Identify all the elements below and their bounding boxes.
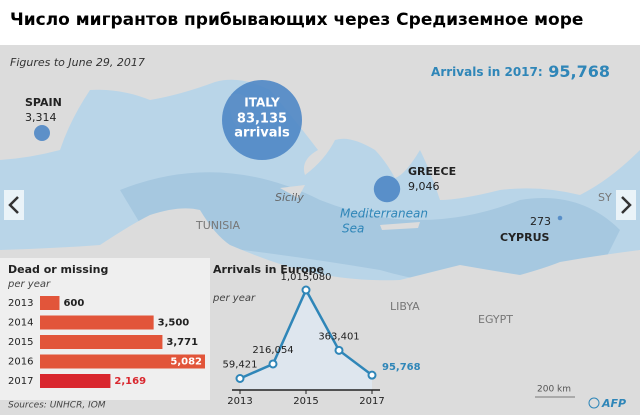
- total-label: Arrivals in 2017:: [431, 65, 543, 79]
- arrivals-label: 83,135: [237, 112, 287, 127]
- credit: AFP: [601, 397, 626, 410]
- chart-subtitle: per year: [212, 293, 256, 304]
- country-label: TUNISIA: [195, 219, 240, 232]
- page-title: Число мигрантов прибывающих через Средиз…: [10, 10, 583, 30]
- country-label: LIBYA: [390, 300, 420, 313]
- europe-land: [0, 45, 640, 200]
- arrivals-bubble: [373, 175, 401, 203]
- point: [367, 370, 377, 380]
- sea-label: Sicily: [275, 191, 304, 204]
- value-label: 5,082: [170, 357, 202, 368]
- value-label: 363,401: [318, 331, 359, 342]
- value-label: 59,421: [223, 359, 258, 370]
- arrivals-unit: arrivals: [234, 126, 290, 141]
- value-label: 600: [63, 298, 84, 309]
- prev-button[interactable]: [4, 190, 24, 220]
- arrivals-label: 3,314: [25, 111, 57, 124]
- sicily-land: [280, 185, 305, 198]
- deep-sea: [120, 172, 620, 285]
- prev-bg[interactable]: [4, 190, 24, 220]
- country-label: SY: [598, 191, 612, 204]
- chart-subtitle: per year: [7, 279, 51, 290]
- arrivals-bubble: [34, 125, 50, 141]
- bar: [40, 354, 205, 369]
- value-label: 3,771: [166, 337, 198, 348]
- value-label: 2,169: [114, 376, 146, 387]
- credit-logo: [588, 397, 600, 409]
- point: [268, 359, 278, 369]
- sea-label: Sea: [342, 222, 364, 236]
- note: Figures to June 29, 2017: [10, 56, 145, 69]
- prev-arrow[interactable]: [8, 196, 19, 214]
- y-tick-label: 2016: [8, 357, 33, 368]
- next-button[interactable]: [616, 190, 636, 220]
- scale-label: 200 km: [537, 385, 571, 395]
- country-name: ITALY: [244, 96, 280, 110]
- chart-title: Arrivals in Europe: [213, 263, 324, 276]
- sea-label: Mediterranean: [340, 207, 428, 221]
- x-tick-label: 2015: [293, 396, 318, 407]
- value-label: 216,054: [252, 345, 293, 356]
- value-label: 1,015,080: [281, 272, 332, 283]
- point: [334, 345, 344, 355]
- y-tick-label: 2015: [8, 337, 33, 348]
- country-name: GREECE: [408, 165, 456, 178]
- value-label: 3,500: [158, 318, 190, 329]
- y-tick-label: 2013: [8, 298, 33, 309]
- crete: [380, 222, 420, 230]
- country-name: SPAIN: [25, 96, 62, 109]
- header: [0, 0, 640, 45]
- y-tick-label: 2017: [8, 376, 33, 387]
- bar: [40, 315, 154, 330]
- arrivals-bubble: [222, 80, 302, 160]
- x-tick-label: 2017: [359, 396, 384, 407]
- point: [301, 285, 311, 295]
- y-tick-label: 2014: [8, 318, 33, 329]
- country-name: CYPRUS: [500, 231, 550, 244]
- country-label: EGYPT: [478, 313, 513, 326]
- x-tick-label: 2013: [227, 396, 252, 407]
- bar: [40, 374, 111, 388]
- arrivals-label: 273: [530, 215, 551, 228]
- total-value: 95,768: [548, 62, 610, 81]
- arrivals-label: 9,046: [408, 180, 440, 193]
- value-label: 95,768: [382, 362, 421, 373]
- sources: Sources: UNHCR, IOM: [8, 401, 106, 411]
- bar: [40, 335, 163, 349]
- chart-title: Dead or missing: [8, 263, 108, 276]
- next-bg[interactable]: [616, 190, 636, 220]
- arrivals-bubble: [557, 215, 563, 221]
- bar: [40, 296, 60, 310]
- point: [235, 373, 245, 383]
- next-arrow[interactable]: [621, 196, 632, 214]
- total: Arrivals in 2017: 95,768: [431, 62, 610, 81]
